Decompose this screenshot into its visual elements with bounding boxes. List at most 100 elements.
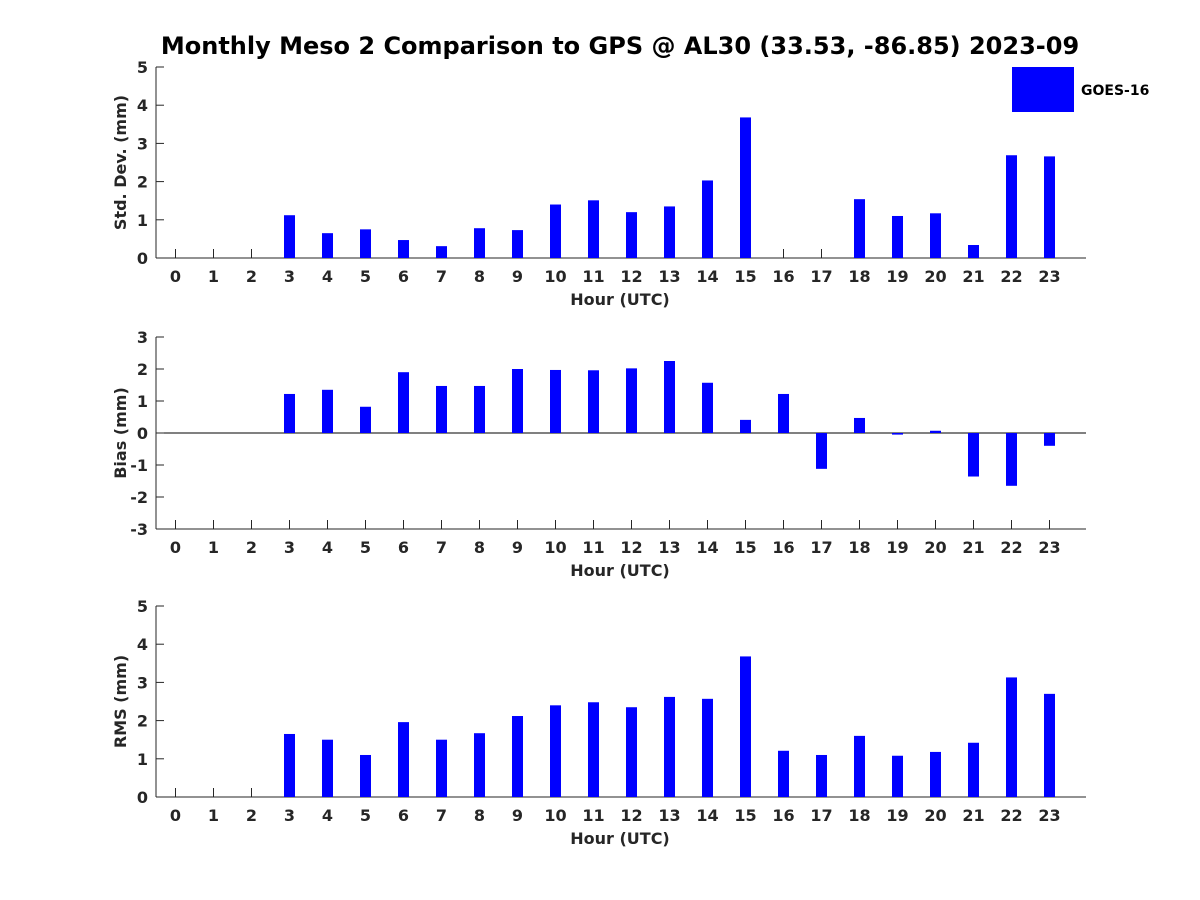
- bar-hour-7: [436, 385, 447, 433]
- x-tick-label: 11: [582, 267, 604, 286]
- bar-hour-11: [588, 200, 599, 258]
- x-tick-label: 10: [544, 806, 566, 825]
- bar-hour-20: [930, 213, 941, 258]
- x-tick-label: 22: [1000, 806, 1022, 825]
- x-tick-label: 8: [474, 806, 485, 825]
- x-tick-label: 4: [322, 538, 333, 557]
- bar-hour-20: [930, 430, 941, 433]
- bar-hour-14: [702, 180, 713, 258]
- bar-hour-18: [854, 199, 865, 258]
- bar-hour-8: [474, 733, 485, 797]
- x-tick-label: 17: [810, 806, 832, 825]
- bar-hour-5: [360, 754, 371, 797]
- y-tick-label: 2: [137, 712, 148, 731]
- x-tick-label: 19: [886, 806, 908, 825]
- x-tick-label: 12: [620, 267, 642, 286]
- bar-hour-12: [626, 212, 637, 258]
- x-tick-label: 14: [696, 267, 718, 286]
- x-tick-label: 8: [474, 267, 485, 286]
- y-tick-label: 2: [137, 360, 148, 379]
- bar-hour-22: [1006, 155, 1017, 258]
- x-tick-label: 15: [734, 267, 756, 286]
- x-tick-label: 2: [246, 267, 257, 286]
- x-tick-label: 5: [360, 267, 371, 286]
- y-tick-label: 3: [137, 134, 148, 153]
- x-tick-label: 4: [322, 267, 333, 286]
- x-tick-label: 20: [924, 538, 946, 557]
- bar-hour-11: [588, 370, 599, 433]
- bar-hour-14: [702, 698, 713, 797]
- x-tick-label: 10: [544, 267, 566, 286]
- y-tick-label: -1: [130, 456, 148, 475]
- x-tick-label: 9: [512, 538, 523, 557]
- bar-hour-13: [664, 206, 675, 258]
- bar-hour-18: [854, 735, 865, 797]
- x-tick-label: 23: [1038, 267, 1060, 286]
- bar-hour-4: [322, 233, 333, 258]
- bar-hour-15: [740, 656, 751, 797]
- x-tick-label: 16: [772, 267, 794, 286]
- x-tick-label: 22: [1000, 538, 1022, 557]
- x-tick-label: 18: [848, 538, 870, 557]
- x-tick-label: 15: [734, 806, 756, 825]
- x-tick-label: 14: [696, 806, 718, 825]
- x-tick-label: 10: [544, 538, 566, 557]
- bar-hour-13: [664, 696, 675, 797]
- bar-hour-4: [322, 389, 333, 433]
- x-tick-label: 9: [512, 806, 523, 825]
- bar-hour-23: [1044, 433, 1055, 446]
- y-tick-label: 0: [137, 788, 148, 807]
- bar-hour-9: [512, 716, 523, 797]
- y-tick-label: 0: [137, 424, 148, 443]
- bar-hour-19: [892, 433, 903, 435]
- y-tick-label: 4: [137, 635, 148, 654]
- y-tick-label: 5: [137, 58, 148, 77]
- x-tick-label: 19: [886, 267, 908, 286]
- y-tick-label: 2: [137, 173, 148, 192]
- x-tick-label: 18: [848, 806, 870, 825]
- x-tick-label: 17: [810, 538, 832, 557]
- x-tick-label: 21: [962, 806, 984, 825]
- bar-hour-19: [892, 215, 903, 258]
- x-tick-label: 0: [170, 538, 181, 557]
- bar-hour-23: [1044, 693, 1055, 797]
- y-tick-label: 1: [137, 211, 148, 230]
- x-tick-label: 0: [170, 267, 181, 286]
- bar-hour-9: [512, 369, 523, 433]
- bar-hour-17: [816, 433, 827, 469]
- bar-hour-22: [1006, 433, 1017, 486]
- x-tick-label: 13: [658, 806, 680, 825]
- y-tick-label: 1: [137, 392, 148, 411]
- x-tick-label: 11: [582, 806, 604, 825]
- x-tick-label: 0: [170, 806, 181, 825]
- y-tick-label: 4: [137, 96, 148, 115]
- x-tick-label: 7: [436, 267, 447, 286]
- bar-hour-15: [740, 419, 751, 433]
- bar-hour-19: [892, 755, 903, 797]
- x-tick-label: 11: [582, 538, 604, 557]
- x-tick-label: 23: [1038, 538, 1060, 557]
- x-tick-label: 2: [246, 806, 257, 825]
- bar-hour-15: [740, 117, 751, 258]
- x-tick-label: 3: [284, 806, 295, 825]
- x-tick-label: 5: [360, 538, 371, 557]
- bar-hour-21: [968, 742, 979, 797]
- x-tick-label: 13: [658, 538, 680, 557]
- y-tick-label: 3: [137, 328, 148, 347]
- x-tick-label: 20: [924, 806, 946, 825]
- x-axis-label: Hour (UTC): [570, 290, 670, 309]
- x-tick-label: 15: [734, 538, 756, 557]
- x-tick-label: 21: [962, 267, 984, 286]
- bar-hour-18: [854, 417, 865, 433]
- bar-hour-14: [702, 382, 713, 433]
- bar-hour-8: [474, 385, 485, 433]
- bar-hour-10: [550, 705, 561, 797]
- bar-hour-3: [284, 215, 295, 258]
- bar-hour-12: [626, 707, 637, 797]
- bar-hour-10: [550, 369, 561, 433]
- y-tick-label: 0: [137, 249, 148, 268]
